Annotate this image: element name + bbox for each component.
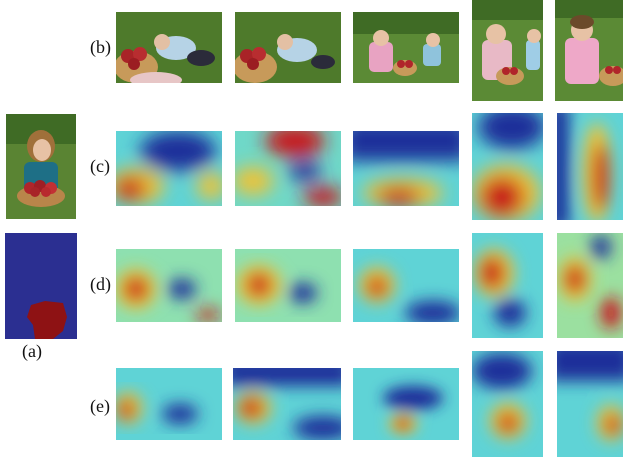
heatmap-e-1 [116, 368, 222, 440]
heatmap-e-3 [353, 368, 459, 440]
heatmap-e-5 [557, 351, 623, 457]
label-c: (c) [90, 156, 110, 176]
heatmap-c-3 [353, 131, 459, 206]
label-b: (b) [90, 37, 111, 57]
photo-b-3 [353, 12, 459, 83]
heatmap-c-5 [557, 113, 623, 220]
photo-b-4 [472, 0, 543, 101]
photo-b-5 [555, 0, 623, 101]
heatmap-d-2 [235, 249, 341, 322]
query-mask [5, 233, 77, 339]
label-e: (e) [90, 396, 110, 416]
heatmap-d-3 [353, 249, 459, 322]
label-d: (d) [90, 274, 111, 294]
mask-object [27, 301, 67, 339]
query-photo [6, 114, 76, 219]
heatmap-c-2 [235, 131, 341, 206]
photo-b-2 [235, 12, 341, 83]
heatmap-e-2 [233, 368, 341, 440]
heatmap-d-5 [557, 233, 623, 338]
label-a: (a) [22, 341, 42, 361]
photo-b-1 [116, 12, 222, 83]
heatmap-d-4 [472, 233, 543, 338]
heatmap-c-4 [472, 113, 543, 220]
heatmap-e-4 [472, 351, 543, 457]
heatmap-c-1 [116, 131, 222, 206]
heatmap-d-1 [116, 249, 222, 322]
